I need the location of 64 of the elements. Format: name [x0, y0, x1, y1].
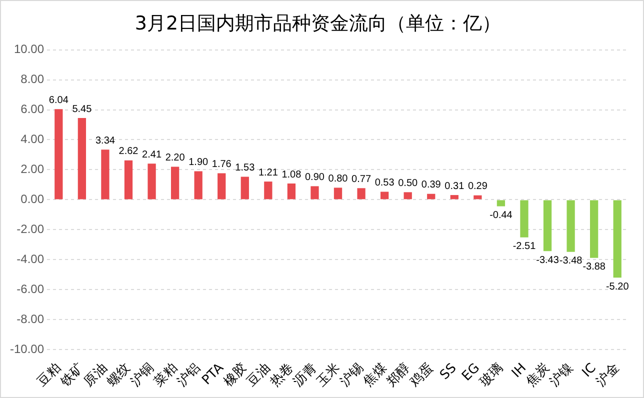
data-label: 2.62 [118, 146, 139, 158]
data-label: 0.53 [374, 178, 395, 188]
bar [78, 118, 86, 200]
y-tick-label: 2.00 [20, 162, 44, 176]
bar [240, 176, 249, 200]
data-label: -0.44 [490, 210, 513, 222]
data-label: -3.88 [582, 262, 606, 273]
bar [148, 164, 156, 200]
bar [124, 160, 133, 200]
y-tick-label: -4.00 [16, 252, 44, 266]
data-label: 1.21 [258, 167, 278, 178]
data-label: 0.31 [444, 180, 465, 192]
data-label: -5.20 [606, 281, 630, 292]
data-label: 0.80 [328, 173, 348, 184]
bar [218, 173, 226, 200]
bar [380, 192, 389, 200]
y-tick-label: -8.00 [16, 312, 44, 326]
y-tick-label: -6.00 [16, 282, 44, 296]
y-tick-label: 4.00 [20, 132, 44, 146]
bar [590, 200, 598, 258]
data-label: -3.48 [559, 256, 583, 267]
bar [264, 182, 272, 200]
data-label: 0.39 [421, 180, 442, 191]
data-label: 2.41 [142, 149, 162, 160]
bar [520, 200, 528, 238]
bar [54, 109, 63, 200]
y-tick-label: 0.00 [20, 192, 44, 206]
y-tick-label: -10.00 [10, 342, 44, 356]
y-tick-label: 6.00 [20, 102, 44, 116]
bar [566, 200, 575, 252]
data-label: 0.90 [305, 172, 325, 183]
bar [357, 188, 366, 200]
data-label: 0.77 [352, 174, 372, 185]
bar [404, 192, 412, 200]
x-tick-label: SS [437, 360, 460, 383]
bar [427, 194, 436, 200]
data-label: 1.90 [188, 156, 209, 168]
data-label: 1.53 [235, 162, 256, 174]
y-tick-label: -2.00 [16, 222, 44, 236]
bar [543, 200, 552, 252]
data-label: 3.34 [95, 135, 116, 146]
y-tick-label: 10.00 [14, 42, 44, 56]
bar [287, 184, 296, 200]
bar [474, 195, 482, 200]
y-tick-label: 8.00 [20, 72, 44, 86]
data-label: 1.08 [282, 169, 302, 180]
x-tick-label: 沪镍 [546, 360, 576, 390]
data-label: -3.43 [536, 254, 560, 266]
chart-title: 3月2日国内期市品种资金流向（单位：亿） [134, 12, 502, 34]
bar [613, 200, 622, 278]
bar [101, 150, 110, 200]
bar [450, 195, 458, 200]
data-label: 1.76 [212, 159, 232, 170]
bar [194, 171, 202, 200]
data-label: 5.45 [72, 104, 92, 115]
data-label: 0.29 [468, 181, 488, 192]
bar [496, 200, 506, 206]
bar [170, 166, 180, 200]
data-label: 0.50 [398, 178, 418, 189]
data-label: 6.04 [48, 94, 69, 106]
data-label: -2.51 [512, 241, 536, 252]
data-label: 2.20 [165, 152, 186, 164]
bar [334, 188, 342, 200]
bar [310, 186, 319, 200]
